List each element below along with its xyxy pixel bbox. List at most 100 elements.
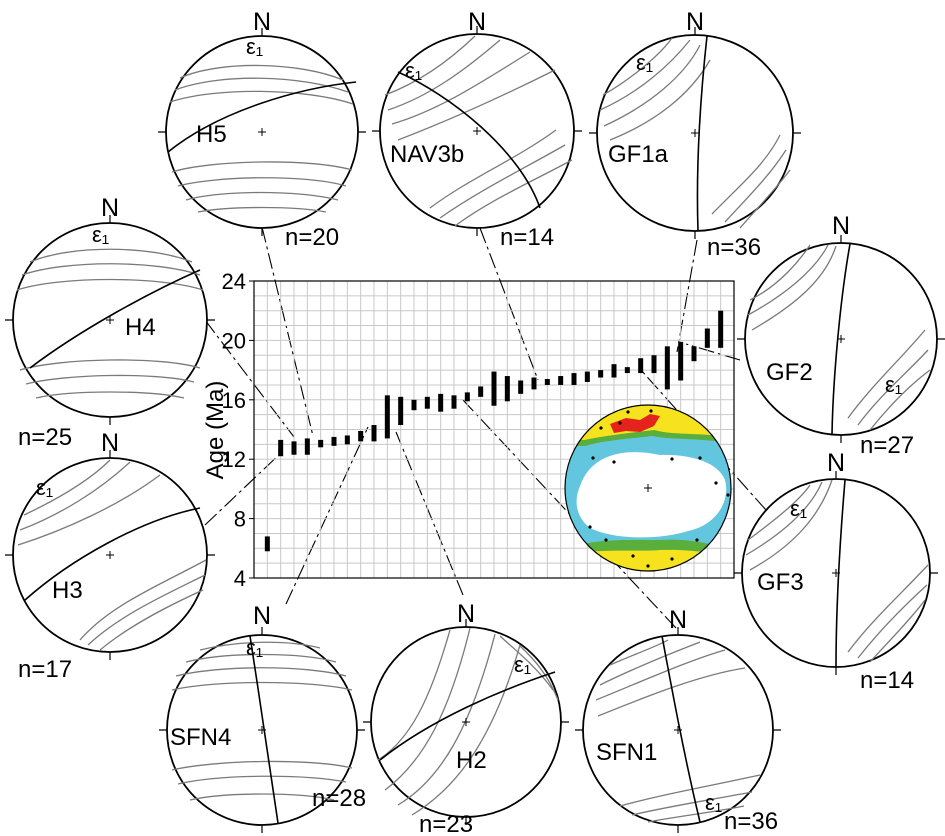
north-label: N <box>457 600 475 628</box>
age-range-bar <box>398 396 404 426</box>
epsilon-label: ε₁ <box>246 34 263 59</box>
sample-count: n=23 <box>419 811 473 836</box>
age-range-bar <box>664 346 670 390</box>
site-label: H2 <box>456 747 487 774</box>
north-label: N <box>468 8 486 36</box>
age-range-bar <box>651 355 657 374</box>
sample-count: n=20 <box>285 224 339 251</box>
sample-count: n=14 <box>500 224 554 251</box>
age-range-bar <box>291 441 297 455</box>
epsilon-label: ε₁ <box>405 58 422 83</box>
sample-count: n=36 <box>724 808 778 835</box>
site-label: NAV3b <box>390 141 464 168</box>
age-range-bar <box>358 430 364 442</box>
site-label: H4 <box>125 314 156 341</box>
epsilon-label: ε₁ <box>636 50 653 75</box>
site-label: GF2 <box>766 359 813 386</box>
stereonet-h4: N ε₁ H4 n=25 <box>5 194 215 451</box>
north-label: N <box>686 8 704 36</box>
sample-count: n=25 <box>18 424 72 451</box>
sample-count: n=17 <box>18 656 72 683</box>
age-range-bar <box>371 425 377 442</box>
age-range-bar <box>304 438 310 455</box>
y-tick-label: 8 <box>234 507 246 532</box>
north-label: N <box>827 449 845 477</box>
age-range-bar <box>278 439 284 457</box>
stereonet-gf1a: N ε₁ GF1a n=36 <box>589 8 801 261</box>
site-label: SFN1 <box>596 739 657 766</box>
north-label: N <box>101 429 119 457</box>
y-tick-label: 4 <box>234 566 246 591</box>
sample-count: n=36 <box>707 234 761 261</box>
age-range-bar <box>518 380 524 394</box>
stereonet-sfn1: N ε₁ SFN1 n=36 <box>575 606 781 835</box>
epsilon-label: ε₁ <box>36 475 53 500</box>
epsilon-label: ε₁ <box>246 635 263 660</box>
age-range-bar <box>611 364 617 378</box>
age-range-bar <box>491 371 497 406</box>
y-tick-label: 24 <box>222 269 246 294</box>
age-range-bar <box>384 395 390 439</box>
stereonet-h3: N ε₁ H3 n=17 <box>5 429 215 683</box>
age-range-bar <box>624 367 630 374</box>
stereonet-nav3b: N ε₁ NAV3b n=14 <box>372 8 582 251</box>
plot-frame <box>253 280 735 579</box>
site-label: GF1a <box>608 141 669 168</box>
age-range-bar <box>451 395 457 409</box>
age-range-bar <box>678 341 684 381</box>
age-bars <box>264 310 724 552</box>
density-high-zone-south <box>565 549 730 571</box>
sample-count: n=14 <box>860 667 914 694</box>
site-label: H5 <box>196 121 227 148</box>
epsilon-label: ε₁ <box>885 372 902 397</box>
epsilon-label: ε₁ <box>514 652 531 677</box>
age-range-bar <box>464 392 470 402</box>
stereonet-h5: N ε₁ H5 n=20 <box>158 8 366 251</box>
north-label: N <box>253 8 271 36</box>
site-label: GF3 <box>757 569 804 596</box>
age-range-bar <box>531 377 537 390</box>
age-range-bar <box>718 310 724 348</box>
age-range-bar <box>584 371 590 382</box>
age-range-bar <box>438 393 444 412</box>
north-label: N <box>832 212 850 240</box>
age-range-bar <box>598 370 604 378</box>
y-axis-label: Age (Ma) <box>202 381 229 480</box>
age-range-bar <box>504 376 510 402</box>
age-range-bar <box>344 435 350 445</box>
sample-count: n=28 <box>312 785 366 812</box>
epsilon-label: ε₁ <box>92 222 109 247</box>
age-range-bar <box>478 386 484 397</box>
site-label: H3 <box>52 577 83 604</box>
density-stereonet-inset <box>564 404 732 572</box>
epsilon-label: ε₁ <box>790 496 807 521</box>
y-tick-label: 16 <box>222 388 246 413</box>
age-range-bar <box>264 536 270 552</box>
north-label: N <box>253 602 271 630</box>
age-range-bar <box>318 439 324 448</box>
density-background <box>576 452 727 538</box>
density-max-zone <box>610 414 660 433</box>
site-label: SFN4 <box>170 724 231 751</box>
north-label: N <box>669 606 687 634</box>
age-chart: 4 8 12 16 20 24 Age (Ma) <box>202 269 735 591</box>
sample-count: n=27 <box>860 432 914 459</box>
stereonet-sfn4: N ε₁ SFN4 n=28 <box>159 602 366 833</box>
y-tick-label: 20 <box>222 328 246 353</box>
age-range-bar <box>331 436 337 446</box>
stereonet-gf3: N ε₁ GF3 n=14 <box>734 449 938 694</box>
age-range-bar <box>691 346 697 362</box>
epsilon-label: ε₁ <box>705 790 722 815</box>
age-range-bar <box>558 376 564 385</box>
y-tick-label: 12 <box>222 447 246 472</box>
age-range-bar <box>411 399 417 411</box>
age-range-bar <box>571 373 577 385</box>
y-axis-ticks: 4 8 12 16 20 24 <box>222 269 254 591</box>
age-range-bar <box>424 396 430 409</box>
stereonet-h2: N ε₁ H2 n=23 <box>363 600 569 836</box>
north-label: N <box>101 194 119 222</box>
stereonet-gf2: N ε₁ GF2 n=27 <box>737 212 945 459</box>
age-range-bar <box>544 379 550 385</box>
age-range-bar <box>638 358 644 374</box>
